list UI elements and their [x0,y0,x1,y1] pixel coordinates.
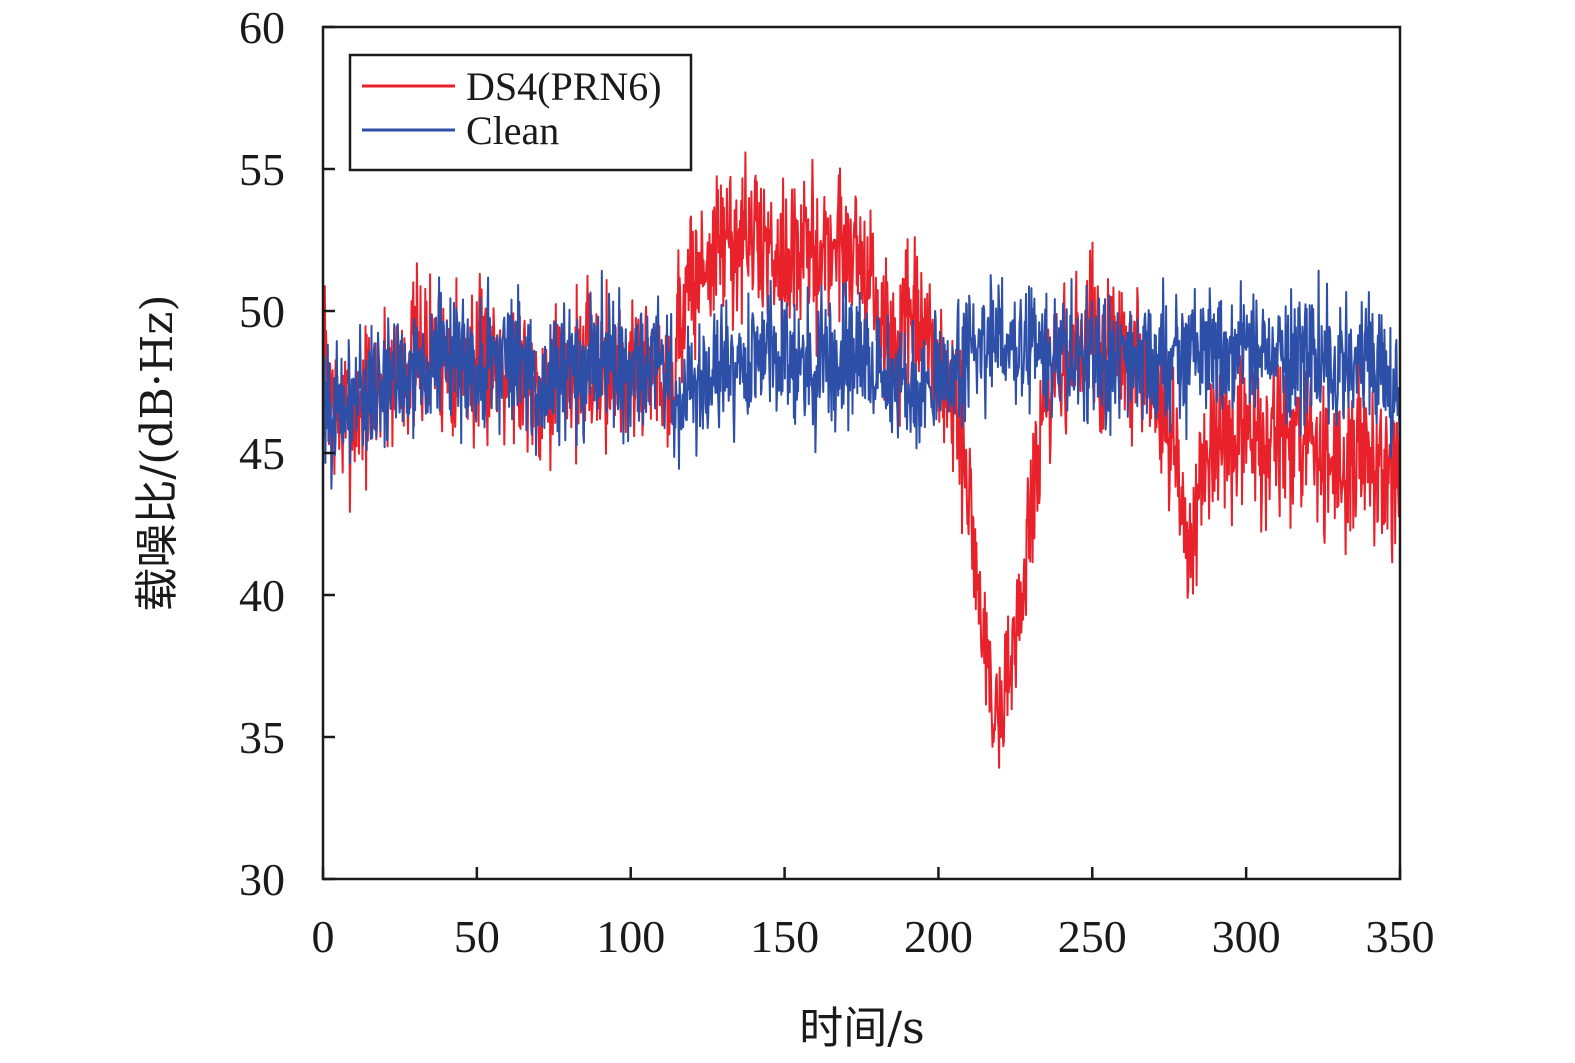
y-tick-label: 60 [239,2,285,53]
x-tick-label: 250 [1058,911,1127,962]
series-layer [322,151,1401,769]
x-tick-label: 150 [750,911,819,962]
y-tick-label: 40 [239,570,285,621]
legend-box [348,53,693,172]
legend-label-ds4: DS4(PRN6) [466,64,662,109]
series-line-clean [322,269,1401,490]
x-tick-label: 50 [454,911,500,962]
y-tick-label: 30 [239,854,285,905]
y-tick-label: 45 [239,428,285,479]
x-axis-title: 时间/s [799,1003,924,1054]
series-line-ds4 [322,151,1401,769]
x-tick-label: 100 [596,911,665,962]
y-axis-title: 载噪比/(dB·Hz) [132,294,183,611]
y-tick-label: 55 [239,144,285,195]
x-tick-label: 350 [1366,911,1435,962]
x-tick-label: 0 [312,911,335,962]
tick-layer: 0 50 100 150 200 250 300 350 30 35 40 45 50 55 60 [239,2,1435,962]
x-tick-label: 300 [1212,911,1281,962]
y-tick-label: 35 [239,712,285,763]
legend-label-clean: Clean [466,108,559,153]
y-tick-label: 50 [239,286,285,337]
plot-frame [321,25,1402,881]
x-tick-label: 200 [904,911,973,962]
legend: DS4(PRN6) Clean [348,53,693,172]
